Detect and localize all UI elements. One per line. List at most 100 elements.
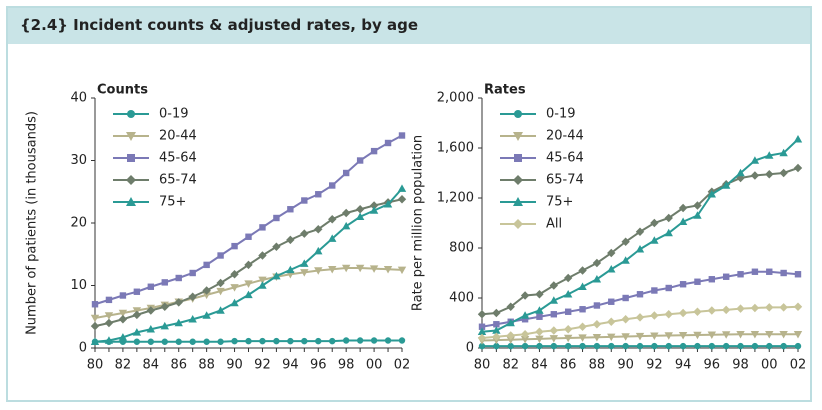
- marker: [315, 191, 322, 198]
- x-tick-label: 96: [310, 358, 327, 373]
- marker: [513, 197, 523, 206]
- x-tick-label: 90: [226, 358, 243, 373]
- marker: [650, 236, 659, 244]
- marker: [369, 206, 379, 214]
- x-tick-label: 96: [704, 358, 721, 373]
- marker: [650, 311, 659, 320]
- marker: [779, 168, 788, 178]
- marker: [520, 336, 530, 344]
- marker: [549, 335, 559, 343]
- marker: [563, 325, 573, 334]
- marker: [535, 327, 544, 336]
- marker: [780, 342, 787, 350]
- marker: [341, 208, 351, 218]
- marker: [766, 268, 773, 275]
- marker: [707, 331, 717, 339]
- marker: [175, 338, 182, 345]
- marker: [549, 296, 559, 304]
- marker: [216, 278, 225, 288]
- marker: [520, 291, 530, 300]
- marker: [549, 326, 559, 335]
- marker: [342, 169, 350, 177]
- legend-label: All: [546, 217, 562, 232]
- marker: [146, 306, 156, 315]
- marker: [259, 337, 266, 345]
- marker: [175, 274, 182, 282]
- y-tick-label: 1,600: [437, 141, 474, 156]
- marker: [707, 190, 717, 198]
- legend-label: 45-64: [159, 151, 197, 166]
- marker: [794, 342, 802, 350]
- marker: [708, 276, 716, 283]
- marker: [133, 338, 141, 345]
- marker: [217, 252, 224, 259]
- marker: [622, 342, 629, 350]
- marker: [513, 132, 523, 141]
- marker: [665, 284, 672, 292]
- marker: [736, 304, 745, 313]
- marker: [794, 271, 802, 278]
- marker: [328, 215, 337, 224]
- y-tick-label: 40: [70, 91, 87, 106]
- marker: [521, 316, 529, 323]
- marker: [536, 342, 543, 350]
- marker: [679, 342, 687, 350]
- x-tick-label: 90: [617, 358, 634, 373]
- marker: [301, 197, 308, 204]
- marker: [398, 337, 406, 344]
- marker: [118, 315, 128, 324]
- marker: [721, 305, 731, 315]
- marker: [341, 264, 351, 273]
- marker: [593, 302, 601, 309]
- marker: [737, 271, 744, 278]
- marker: [521, 342, 529, 350]
- x-tick-label: 92: [646, 358, 663, 373]
- marker: [398, 132, 406, 139]
- marker: [300, 259, 309, 267]
- marker: [161, 279, 168, 286]
- marker: [477, 310, 487, 319]
- marker: [751, 268, 759, 275]
- marker: [478, 323, 486, 330]
- legend-label: 20-44: [159, 129, 197, 144]
- marker: [300, 269, 309, 277]
- marker: [721, 181, 731, 189]
- marker: [621, 333, 630, 341]
- legend-label: 20-44: [546, 129, 584, 144]
- marker: [513, 175, 523, 185]
- marker: [635, 245, 645, 253]
- marker: [506, 302, 515, 311]
- x-tick-label: 94: [282, 358, 299, 373]
- marker: [513, 219, 523, 229]
- legend-label: 65-74: [546, 173, 584, 188]
- marker: [477, 327, 487, 335]
- x-tick-label: 82: [115, 358, 132, 373]
- marker: [369, 265, 379, 273]
- marker: [341, 221, 351, 230]
- marker: [370, 337, 378, 344]
- x-tick-label: 00: [366, 358, 383, 373]
- marker: [635, 227, 645, 236]
- y-tick-label: 400: [449, 291, 474, 306]
- marker: [793, 163, 803, 173]
- marker: [736, 168, 745, 177]
- marker: [273, 337, 280, 345]
- marker: [90, 314, 100, 323]
- marker: [355, 212, 365, 220]
- marker: [397, 195, 407, 204]
- x-tick-label: 88: [198, 358, 215, 373]
- marker: [608, 298, 615, 305]
- x-tick-label: 98: [732, 358, 749, 373]
- marker: [694, 278, 701, 285]
- marker: [90, 337, 100, 345]
- x-tick-label: 80: [87, 358, 104, 373]
- marker: [104, 318, 114, 328]
- marker: [355, 264, 365, 273]
- marker: [535, 306, 544, 314]
- marker: [244, 290, 253, 299]
- y-tick-label: 2,000: [437, 91, 474, 106]
- marker: [174, 318, 183, 327]
- marker: [579, 342, 586, 350]
- x-tick-label: 92: [254, 358, 271, 373]
- marker: [174, 298, 183, 307]
